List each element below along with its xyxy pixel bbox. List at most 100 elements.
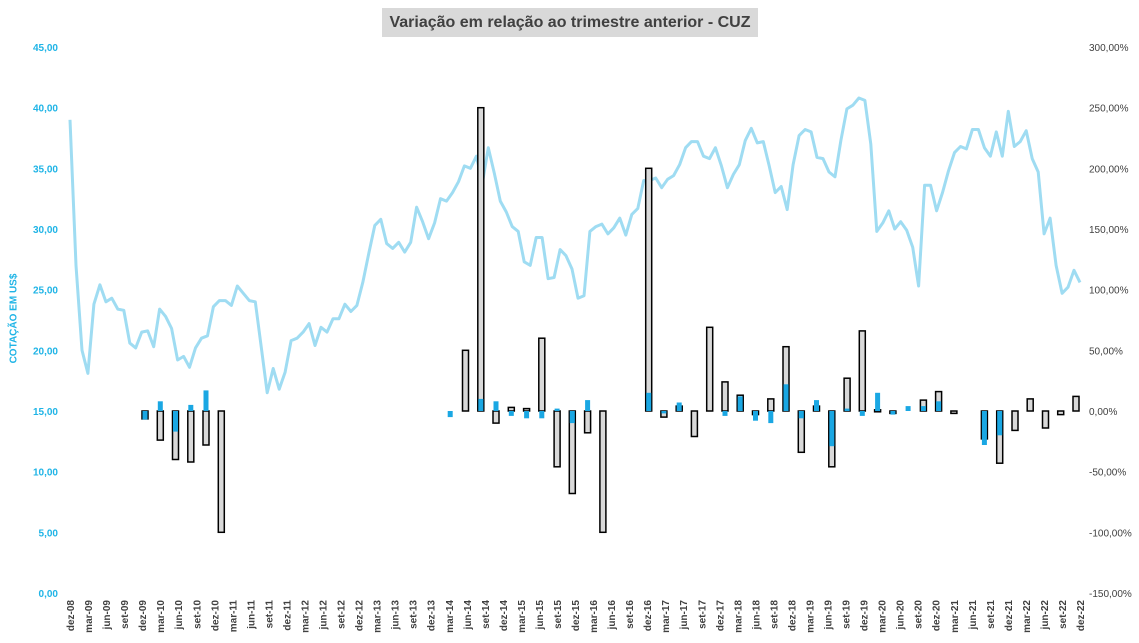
blue-bar <box>783 384 789 411</box>
x-tick-label: dez-10 <box>210 600 221 632</box>
gray-bar <box>858 330 867 412</box>
left-tick-label: 25,00 <box>33 286 58 297</box>
x-tick-label: mar-18 <box>733 600 744 633</box>
blue-bar <box>585 400 591 411</box>
gray-bar <box>705 326 714 412</box>
blue-bar <box>447 411 453 418</box>
x-tick-label: mar-21 <box>950 600 961 633</box>
x-tick-label: jun-18 <box>751 600 762 631</box>
x-tick-label: jun-10 <box>174 600 185 631</box>
x-tick-label: jun-17 <box>679 600 690 631</box>
gray-bar <box>690 410 699 438</box>
gray-bar <box>156 410 165 441</box>
gray-bar <box>507 406 516 412</box>
x-tick-label: set-20 <box>914 600 925 629</box>
gray-bar <box>461 349 470 412</box>
gray-bar <box>1072 395 1080 412</box>
left-tick-label: 0,00 <box>39 589 59 600</box>
right-tick-label: 50,00% <box>1089 346 1123 357</box>
bar-layer <box>141 106 1080 534</box>
blue-bar <box>676 402 682 411</box>
right-axis-ticks: -150,00% -100,00% -50,00% 0,00% 50,00% 100,00… <box>1089 43 1132 600</box>
x-tick-label: dez-11 <box>282 600 293 631</box>
left-tick-label: 40,00 <box>33 104 58 115</box>
right-tick-label: 250,00% <box>1089 104 1129 115</box>
x-tick-label: dez-15 <box>571 600 582 632</box>
x-tick-label: set-17 <box>697 600 708 629</box>
x-tick-label: set-19 <box>842 600 853 629</box>
blue-bar <box>844 408 850 411</box>
x-tick-label: dez-20 <box>932 600 943 632</box>
x-tick-label: jun-14 <box>463 600 474 631</box>
x-tick-label: dez-09 <box>138 600 149 632</box>
x-tick-label: set-12 <box>337 600 348 629</box>
blue-bar <box>569 411 575 424</box>
blue-bar <box>859 411 865 416</box>
x-tick-label: set-22 <box>1058 600 1069 629</box>
x-tick-label: set-15 <box>553 600 564 629</box>
blue-bar <box>753 411 758 421</box>
blue-bar <box>539 411 545 419</box>
right-tick-label: -100,00% <box>1089 528 1132 539</box>
x-tick-label: mar-16 <box>589 600 600 633</box>
gray-bar <box>583 410 592 434</box>
x-tick-label: set-09 <box>120 600 131 629</box>
chart-title: Variação em relação ao trimestre anterio… <box>389 13 751 31</box>
left-tick-label: 35,00 <box>33 164 58 175</box>
x-tick-label: mar-11 <box>228 600 239 633</box>
right-tick-label: 300,00% <box>1089 43 1129 54</box>
gray-bar <box>1041 410 1050 429</box>
x-tick-label: dez-13 <box>427 600 438 632</box>
blue-bar <box>890 411 896 415</box>
left-tick-label: 10,00 <box>33 468 58 479</box>
blue-bar <box>661 411 667 414</box>
x-tick-label: mar-17 <box>661 600 672 633</box>
gray-bar <box>538 337 546 412</box>
x-tick-label: dez-17 <box>715 600 726 632</box>
x-tick-label: mar-10 <box>156 600 167 633</box>
x-tick-label: mar-12 <box>300 600 311 633</box>
x-tick-label: mar-15 <box>517 600 528 633</box>
gray-bar <box>202 410 210 446</box>
blue-bar <box>554 408 560 411</box>
x-tick-label: dez-08 <box>66 600 77 632</box>
gray-bar <box>477 106 485 412</box>
blue-bar <box>524 411 530 419</box>
gray-bar <box>1026 398 1034 412</box>
blue-bar <box>768 411 774 424</box>
blue-bar <box>829 411 835 447</box>
blue-bar <box>722 411 728 416</box>
price-line-layer <box>68 96 1082 395</box>
x-tick-label: dez-19 <box>860 600 871 632</box>
gray-bar <box>492 410 500 424</box>
x-tick-label: mar-20 <box>878 600 889 633</box>
gray-bar <box>187 410 195 463</box>
blue-bar <box>875 392 881 411</box>
blue-bar <box>936 401 942 411</box>
right-tick-label: -50,00% <box>1089 468 1126 479</box>
gray-bar <box>1056 410 1065 416</box>
left-tick-label: 5,00 <box>39 528 59 539</box>
x-tick-label: jun-12 <box>319 600 330 631</box>
gray-bar <box>721 381 729 412</box>
blue-bar <box>905 406 911 411</box>
left-tick-label: 15,00 <box>33 407 58 418</box>
x-tick-label: jun-13 <box>391 600 402 631</box>
x-tick-label: dez-21 <box>1004 600 1015 632</box>
x-tick-label: dez-12 <box>355 600 366 632</box>
gray-bar <box>553 410 561 468</box>
gray-bar <box>522 407 531 412</box>
x-tick-label: dez-16 <box>643 600 654 632</box>
right-tick-label: 0,00% <box>1089 407 1117 418</box>
x-tick-label: mar-14 <box>445 600 456 633</box>
x-tick-label: dez-14 <box>499 600 510 632</box>
x-tick-label: jun-22 <box>1040 600 1051 631</box>
x-tick-label: jun-09 <box>102 600 113 631</box>
right-tick-label: -150,00% <box>1089 589 1132 600</box>
gray-bar <box>599 410 607 534</box>
blue-bar <box>814 400 819 411</box>
blue-bar <box>188 404 194 411</box>
x-axis-ticks: dez-08 mar-09 jun-09 set-09 dez-09 mar-10 jun-… <box>66 600 1087 633</box>
x-tick-label: jun-20 <box>896 600 907 631</box>
